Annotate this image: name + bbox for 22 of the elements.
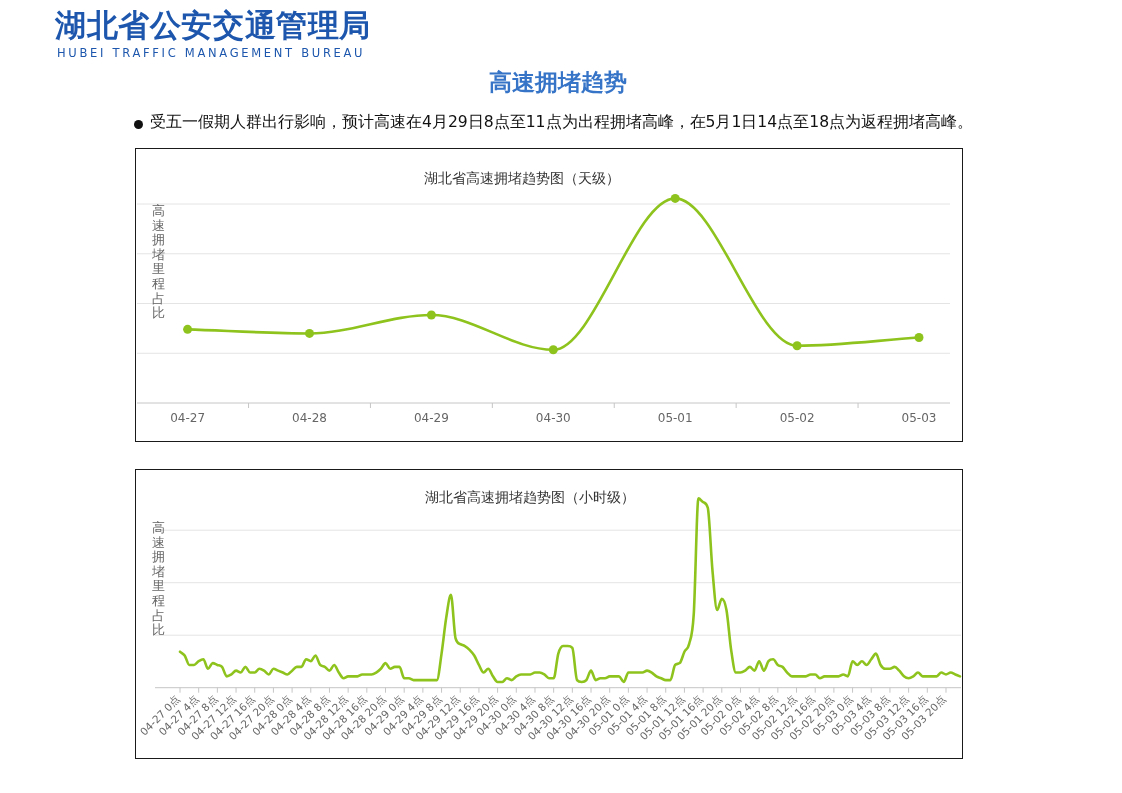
point [670,193,680,203]
x-tick-label: 04-30 [535,411,571,425]
chart-title: 湖北省高速拥堵趋势图（小时级） [425,489,635,505]
chart-title: 湖北省高速拥堵趋势图（天级） [424,170,620,186]
y-axis-title: 高速拥堵里程占比 [151,203,165,321]
point [792,341,802,351]
text: HUBEI TRAFFIC MANAGEMENT BUREAU [57,46,366,61]
text: 高速拥堵趋势 [489,69,627,96]
x-tick-label: 05-02 [779,411,815,425]
text: 湖北省公安交通管理局 [55,7,371,44]
text: 受五一假期人群出行影响，预计高速在4月29日8点至11点为出程拥堵高峰，在5月1日14点至18点为返程拥堵高峰。 [150,113,974,132]
x-tick-label: 04-27 [170,411,206,425]
x-tick-label: 05-03 [901,411,937,425]
point [548,345,558,355]
x-tick-label: 04-28 [292,411,327,425]
x-tick-label: 05-01 [657,411,693,425]
y-axis-title: 高速拥堵里程占比 [151,520,165,638]
point [183,324,193,334]
point [426,310,436,320]
point [305,328,314,338]
x-tick-label: 04-29 [413,411,449,425]
point [914,333,924,343]
